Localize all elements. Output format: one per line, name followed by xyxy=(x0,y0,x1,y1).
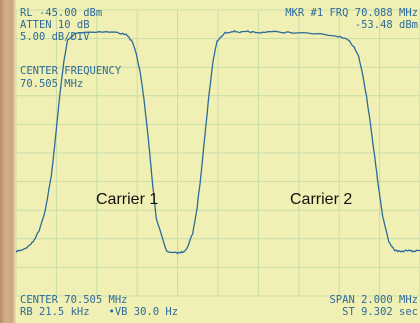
analyzer-screen: RL -45.00 dBm ATTEN 10 dB 5.00 dB/DIV MK… xyxy=(16,0,420,323)
attenuation: ATTEN 10 dB xyxy=(20,19,90,31)
scale: 5.00 dB/DIV xyxy=(20,31,90,43)
reference-level: RL -45.00 dBm xyxy=(20,7,102,19)
center-frequency-label: CENTER FREQUENCY xyxy=(20,65,122,77)
trace-layer xyxy=(16,29,420,255)
marker-amplitude: -53.48 dBm xyxy=(355,19,418,31)
footer-sweep-time: ST 9.302 sec xyxy=(342,306,418,318)
spectrum-chart: RL -45.00 dBm ATTEN 10 dB 5.00 dB/DIV MK… xyxy=(16,7,420,318)
spectrum-trace xyxy=(16,29,420,255)
annotation-carrier-1: Carrier 1 xyxy=(96,191,158,208)
annotation-carrier-2: Carrier 2 xyxy=(290,191,352,208)
footer-span: SPAN 2.000 MHz xyxy=(329,294,418,306)
center-frequency-value: 70.505 MHz xyxy=(20,78,83,90)
graticule xyxy=(16,9,420,297)
footer-rbw-vbw: RB 21.5 kHz •VB 30.0 Hz xyxy=(20,306,178,318)
footer-center: CENTER 70.505 MHz xyxy=(20,294,127,306)
marker-frequency: MKR #1 FRQ 70.088 MHz xyxy=(285,7,418,19)
